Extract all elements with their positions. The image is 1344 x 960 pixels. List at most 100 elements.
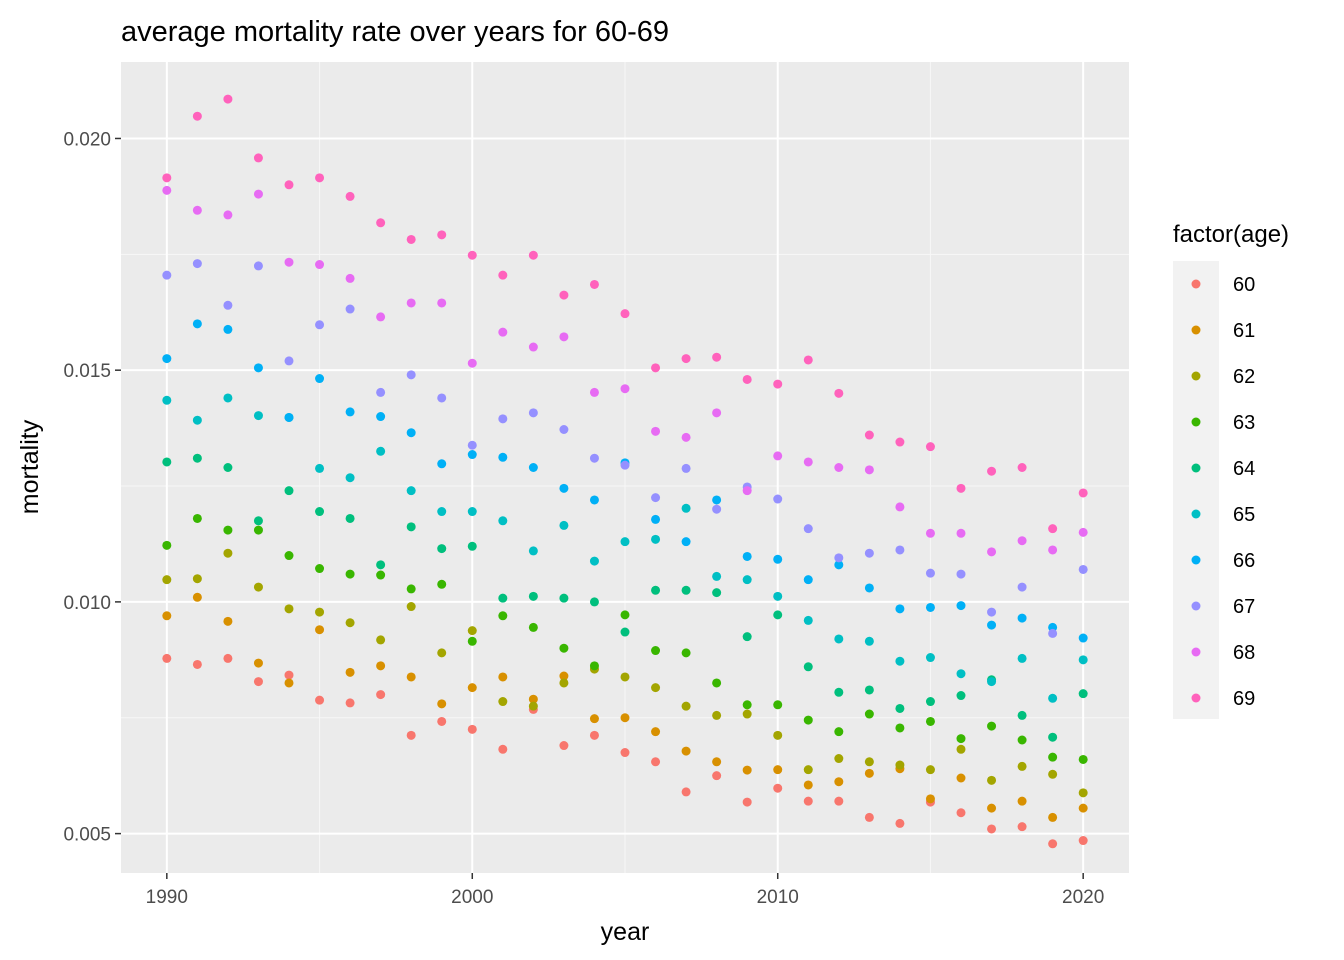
data-point [528,546,538,556]
data-point [589,556,599,566]
data-point [192,592,202,602]
data-point [162,611,172,621]
legend-label: 67 [1233,596,1255,618]
data-point [406,522,416,532]
data-point [864,685,874,695]
data-point [467,683,477,693]
data-point [803,615,813,625]
data-point [192,259,202,269]
data-point [681,746,691,756]
data-point [223,525,233,535]
data-point [253,525,263,535]
data-point [345,618,355,628]
data-point [712,408,722,418]
data-point [712,352,722,362]
data-point [376,690,386,700]
data-point [498,744,508,754]
data-point [284,180,294,190]
data-point [406,486,416,496]
data-point [559,678,569,688]
data-point [315,607,325,617]
data-point [925,716,935,726]
data-point [376,635,386,645]
series-67 [162,259,1088,638]
data-point [651,727,661,737]
data-point [559,332,569,342]
data-point [864,548,874,558]
data-point [345,407,355,417]
data-point [681,537,691,547]
data-point [284,356,294,366]
data-point [681,787,691,797]
data-point [620,748,630,758]
data-point [406,298,416,308]
data-point [345,304,355,314]
data-point [253,153,263,163]
data-point [742,486,752,496]
data-point [681,503,691,513]
data-point [192,415,202,425]
data-point [528,250,538,260]
data-point [681,585,691,595]
data-point [987,677,997,687]
data-point [620,672,630,682]
data-point [498,414,508,424]
x-axis: 1990 2000 2010 2020 [146,873,1104,908]
data-point [559,643,569,653]
data-point [895,437,905,447]
data-point [559,483,569,493]
data-point [498,697,508,707]
data-point [773,379,783,389]
y-tick-label: 0.015 [63,361,111,382]
data-point [803,715,813,725]
data-point [620,460,630,470]
chart-title: average mortality rate over years for 60… [121,16,669,48]
data-point [437,699,447,709]
data-point [467,250,477,260]
data-point [773,451,783,461]
data-point [162,185,172,195]
data-point [162,354,172,364]
data-point [376,570,386,580]
data-point [651,585,661,595]
data-point [1017,463,1027,472]
data-point [712,495,722,505]
data-point [1017,582,1027,592]
data-point [834,634,844,644]
data-point [589,714,599,724]
data-point [528,408,538,418]
data-point [681,701,691,711]
data-point [284,678,294,688]
series-69 [162,94,1088,534]
legend-item: 61 [1191,320,1255,342]
data-point [376,312,386,322]
data-point [528,463,538,472]
data-point [773,783,783,793]
data-point [437,507,447,517]
data-point [773,765,783,775]
data-point [1048,693,1058,703]
series-66 [162,319,1088,643]
data-point [437,579,447,589]
data-point [834,777,844,787]
data-point [223,393,233,403]
data-point [192,453,202,463]
data-point [742,551,752,561]
data-point [284,604,294,614]
x-tick-label: 1990 [146,887,188,908]
data-point [528,622,538,632]
legend-item: 68 [1191,642,1255,664]
legend-label: 63 [1233,412,1255,434]
data-point [1078,633,1088,643]
legend-label: 64 [1233,458,1255,480]
data-point [895,760,905,770]
data-point [467,626,477,636]
data-point [773,494,783,504]
data-point [956,483,966,493]
legend-key [1191,601,1201,611]
data-point [253,582,263,592]
legend-key [1191,463,1201,473]
data-point [742,709,752,719]
data-point [223,616,233,626]
data-point [192,111,202,121]
